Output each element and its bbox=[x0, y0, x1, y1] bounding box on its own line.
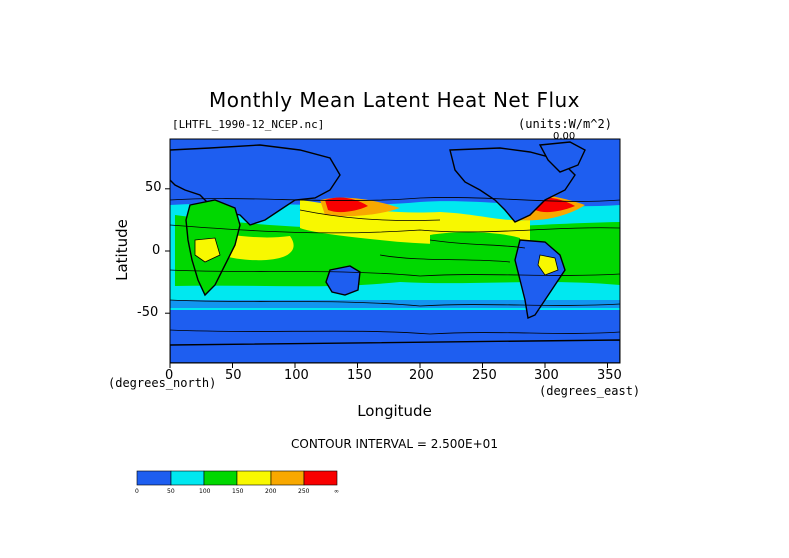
colorbar-swatch-4 bbox=[270, 470, 305, 486]
colorbar bbox=[136, 470, 338, 486]
x-tick-6: 300 bbox=[534, 368, 559, 383]
colorbar-label-4: 200 bbox=[265, 488, 277, 495]
y-tick-0: 0 bbox=[152, 243, 161, 258]
continents bbox=[170, 141, 620, 363]
colorbar-label-6: ∞ bbox=[334, 488, 339, 495]
colorbar-label-2: 100 bbox=[199, 488, 211, 495]
x-tick-3: 150 bbox=[347, 368, 372, 383]
contour-lines bbox=[170, 197, 620, 335]
x-tick-1: 50 bbox=[225, 368, 242, 383]
x-units-label: (degrees_east) bbox=[539, 384, 641, 398]
x-tick-5: 250 bbox=[472, 368, 497, 383]
y-axis-label: Latitude bbox=[113, 219, 131, 281]
x-tick-4: 200 bbox=[409, 368, 434, 383]
y-tick-marks bbox=[165, 188, 170, 314]
colorbar-label-1: 50 bbox=[167, 488, 175, 495]
flux-field bbox=[170, 139, 620, 363]
x-tick-marks bbox=[169, 363, 608, 368]
x-tick-7: 350 bbox=[597, 368, 622, 383]
contour-interval-label: CONTOUR INTERVAL = 2.500E+01 bbox=[291, 437, 498, 451]
plot-title: Monthly Mean Latent Heat Net Flux bbox=[208, 88, 581, 112]
x-axis-label: Longitude bbox=[357, 402, 432, 420]
colorbar-swatch-0 bbox=[136, 470, 172, 486]
x-tick-0: 0 bbox=[165, 368, 174, 383]
colorbar-swatch-3 bbox=[236, 470, 272, 486]
colorbar-label-0: 0 bbox=[135, 488, 139, 495]
top-value-label: 0.00 bbox=[553, 131, 576, 142]
colorbar-swatch-1 bbox=[170, 470, 205, 486]
y-tick-minus50: -50 bbox=[137, 305, 159, 320]
colorbar-swatch-5 bbox=[303, 470, 338, 486]
y-tick-50: 50 bbox=[145, 180, 162, 195]
y-units-label: (degrees_north) bbox=[108, 376, 217, 390]
colorbar-label-5: 250 bbox=[298, 488, 310, 495]
units-label: (units:W/m^2) bbox=[518, 117, 612, 131]
colorbar-label-3: 150 bbox=[232, 488, 244, 495]
x-tick-2: 100 bbox=[284, 368, 309, 383]
file-label: [LHTFL_1990-12_NCEP.nc] bbox=[172, 118, 325, 131]
colorbar-swatch-2 bbox=[203, 470, 238, 486]
